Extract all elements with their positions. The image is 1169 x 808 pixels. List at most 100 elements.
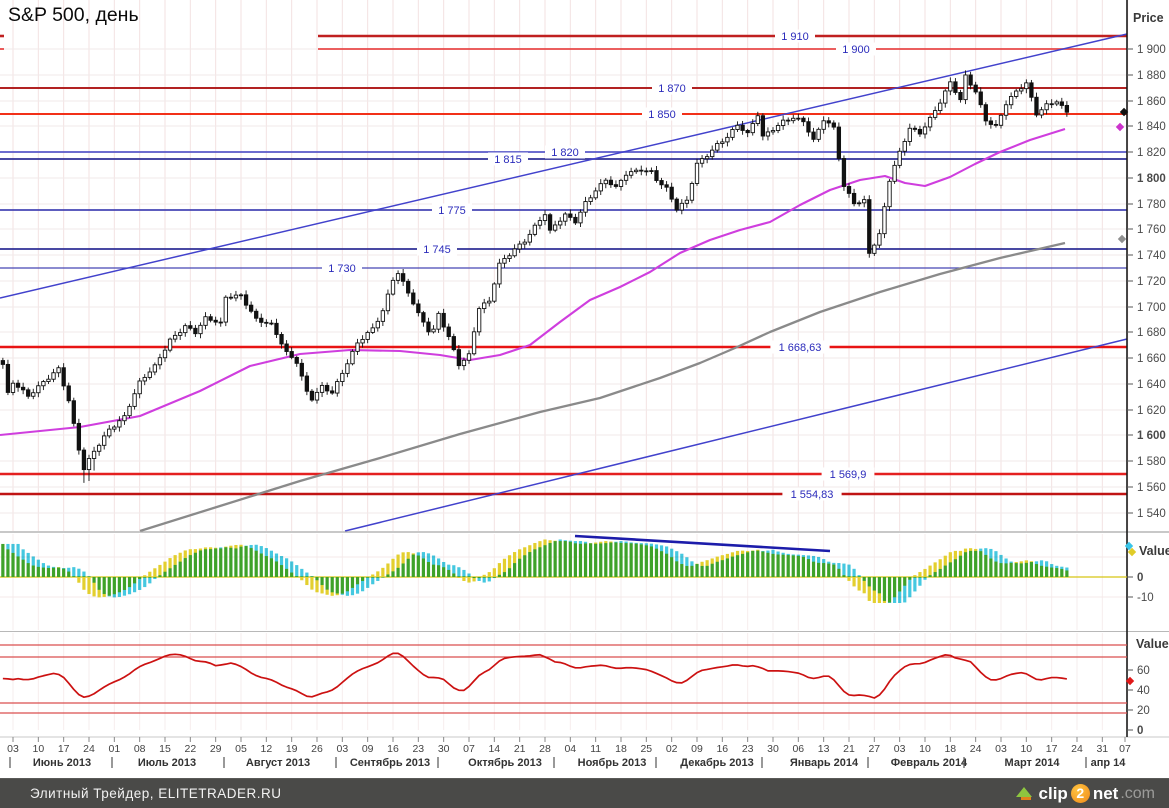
svg-text:1 840: 1 840 xyxy=(1137,121,1166,133)
panel1-axis: 0 xyxy=(1127,572,1143,584)
svg-text:17: 17 xyxy=(1046,743,1058,755)
svg-text:31: 31 xyxy=(1096,743,1108,755)
footer-bar: Элитный Трейдер, ELITETRADER.RU clip 2 n… xyxy=(0,778,1169,808)
svg-text:25: 25 xyxy=(640,743,652,755)
svg-text:04: 04 xyxy=(564,743,576,755)
svg-text:27: 27 xyxy=(868,743,880,755)
svg-text:Август 2013: Август 2013 xyxy=(246,757,310,769)
svg-text:30: 30 xyxy=(438,743,450,755)
axis-markers xyxy=(1115,107,1137,686)
candles-layer xyxy=(0,70,1070,483)
svg-text:14: 14 xyxy=(488,743,500,755)
panel2-axis: 60 xyxy=(1127,665,1150,677)
svg-text:11: 11 xyxy=(590,743,601,755)
svg-text:1 680: 1 680 xyxy=(1137,327,1166,339)
svg-text:02: 02 xyxy=(666,743,678,755)
svg-text:Сентябрь 2013: Сентябрь 2013 xyxy=(350,757,430,769)
svg-text:07: 07 xyxy=(1119,743,1131,755)
svg-text:Февраль 2014: Февраль 2014 xyxy=(891,757,968,769)
svg-text:Октябрь 2013: Октябрь 2013 xyxy=(468,757,542,769)
svg-text:18: 18 xyxy=(615,743,627,755)
svg-text:20: 20 xyxy=(1137,705,1150,717)
svg-text:60: 60 xyxy=(1137,665,1150,677)
ma-fast-line xyxy=(0,127,1066,437)
svg-text:-10: -10 xyxy=(1137,592,1154,604)
panel1-axis-label: Value xyxy=(1139,544,1169,558)
date-axis: 03 10 17 24 01 08 15 22 29 05 12 19 26 03 09 16 23 30 07 14… xyxy=(7,737,1131,769)
upload-arrow-icon xyxy=(1015,786,1032,797)
logo-net: net xyxy=(1092,783,1119,803)
grid-layer xyxy=(0,0,1129,730)
hist-cyan-bars xyxy=(1,539,1069,603)
svg-text:16: 16 xyxy=(387,743,399,755)
chart-title: S&P 500, день xyxy=(8,4,139,26)
panel2-axis: 40 xyxy=(1127,685,1150,697)
svg-text:1 620: 1 620 xyxy=(1137,405,1166,417)
svg-text:Январь 2014: Январь 2014 xyxy=(790,757,859,769)
site-watermark: Элитный Трейдер, ELITETRADER.RU xyxy=(30,786,282,801)
svg-text:1 860: 1 860 xyxy=(1137,96,1166,108)
oscillator-panel xyxy=(0,644,1127,714)
svg-text:Март 2014: Март 2014 xyxy=(1005,757,1061,769)
panel2-axis-label: Value xyxy=(1136,637,1169,651)
svg-text:24: 24 xyxy=(1071,743,1083,755)
ma-slow-marker xyxy=(1117,234,1127,244)
svg-text:01: 01 xyxy=(108,743,120,755)
svg-text:1 730: 1 730 xyxy=(328,263,356,275)
svg-text:15: 15 xyxy=(159,743,171,755)
svg-text:Июнь 2013: Июнь 2013 xyxy=(33,757,91,769)
svg-text:1 668,63: 1 668,63 xyxy=(779,342,822,354)
svg-text:1 740: 1 740 xyxy=(1137,250,1166,262)
ma-fast-marker xyxy=(1115,122,1125,132)
svg-text:1 554,83: 1 554,83 xyxy=(791,489,834,501)
svg-text:1 910: 1 910 xyxy=(781,31,809,43)
svg-text:0: 0 xyxy=(1137,572,1143,584)
svg-text:21: 21 xyxy=(514,743,526,755)
clip2net-logo[interactable]: clip 2 net .com xyxy=(1015,783,1155,804)
frame-layer xyxy=(0,0,1169,738)
svg-text:1 820: 1 820 xyxy=(551,147,579,159)
svg-text:апр 14: апр 14 xyxy=(1091,757,1127,769)
svg-text:29: 29 xyxy=(210,743,222,755)
last-price-marker xyxy=(1119,107,1129,117)
svg-text:16: 16 xyxy=(716,743,728,755)
svg-text:1 745: 1 745 xyxy=(423,244,451,256)
svg-text:1 640: 1 640 xyxy=(1137,379,1166,391)
svg-text:1 900: 1 900 xyxy=(1137,44,1166,56)
svg-text:24: 24 xyxy=(83,743,95,755)
svg-text:1 720: 1 720 xyxy=(1137,276,1166,288)
svg-text:13: 13 xyxy=(818,743,830,755)
svg-text:1 760: 1 760 xyxy=(1137,224,1166,236)
svg-text:1 780: 1 780 xyxy=(1137,199,1166,211)
svg-text:1 900: 1 900 xyxy=(842,44,870,56)
oscillator-marker xyxy=(1125,676,1135,686)
svg-text:26: 26 xyxy=(311,743,323,755)
svg-text:03: 03 xyxy=(995,743,1007,755)
svg-text:1 660: 1 660 xyxy=(1137,353,1166,365)
support-resistance-lines xyxy=(0,34,1127,496)
svg-text:1 600: 1 600 xyxy=(1137,430,1166,442)
logo-clip: clip xyxy=(1038,783,1068,803)
svg-text:23: 23 xyxy=(742,743,754,755)
svg-text:1 540: 1 540 xyxy=(1137,508,1166,520)
svg-text:1 880: 1 880 xyxy=(1137,70,1166,82)
svg-text:05: 05 xyxy=(235,743,247,755)
hist-divergence-line xyxy=(574,534,831,553)
svg-text:24: 24 xyxy=(970,743,982,755)
svg-text:1 800: 1 800 xyxy=(1137,173,1166,185)
svg-text:1 870: 1 870 xyxy=(658,83,686,95)
svg-text:28: 28 xyxy=(539,743,551,755)
svg-text:22: 22 xyxy=(184,743,196,755)
svg-text:18: 18 xyxy=(944,743,956,755)
svg-text:Декабрь 2013: Декабрь 2013 xyxy=(680,757,754,769)
svg-text:03: 03 xyxy=(336,743,348,755)
ma-slow-line xyxy=(139,241,1066,533)
hist-yellow-marker xyxy=(1127,547,1137,557)
svg-text:1 580: 1 580 xyxy=(1137,456,1166,468)
oscillator-line xyxy=(2,652,1068,699)
svg-text:1 560: 1 560 xyxy=(1137,482,1166,494)
price-axis: 1 900 1 880 1 860 1 840 1 820 1 800 1 780 1 760… xyxy=(1127,44,1166,520)
upload-arrow-base-icon xyxy=(1020,795,1031,800)
panel2-axis: 0 xyxy=(1127,725,1143,737)
